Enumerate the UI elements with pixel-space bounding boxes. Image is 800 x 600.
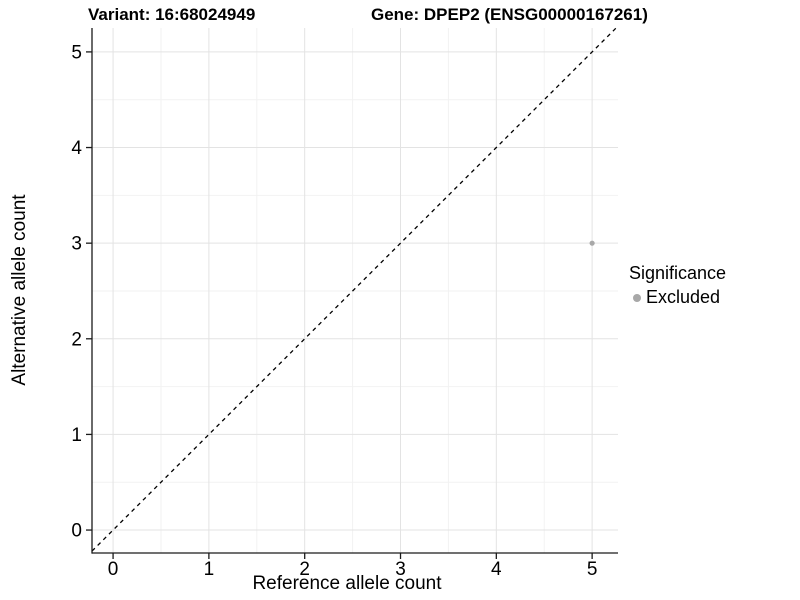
y-tick-label: 3 [71, 234, 82, 255]
y-tick-label: 2 [71, 329, 82, 350]
identity-reference-line [91, 27, 617, 552]
y-tick-label: 4 [71, 138, 82, 159]
y-tick-label: 1 [71, 425, 82, 446]
x-tick-label: 5 [587, 559, 598, 580]
x-tick-label: 3 [395, 559, 406, 580]
legend-item-label: Excluded [646, 287, 721, 307]
x-tick-label: 4 [491, 559, 502, 580]
legend: Significance Excluded [629, 263, 726, 308]
x-tick-label: 0 [108, 559, 119, 580]
legend-title: Significance [629, 263, 727, 283]
excluded-point-icon [633, 293, 641, 302]
x-tick-label: 1 [204, 559, 215, 580]
y-tick-label: 5 [71, 42, 82, 63]
x-axis-title: Reference allele count [252, 573, 442, 594]
data-point [589, 240, 595, 246]
plot-title-variant: Variant: 16:68024949 [88, 5, 256, 24]
plot-title-gene: Gene: DPEP2 (ENSG00000167261) [371, 5, 648, 24]
x-tick-label: 2 [299, 559, 310, 580]
y-tick-label: 0 [71, 521, 82, 542]
legend-item-excluded: Excluded [629, 287, 726, 308]
